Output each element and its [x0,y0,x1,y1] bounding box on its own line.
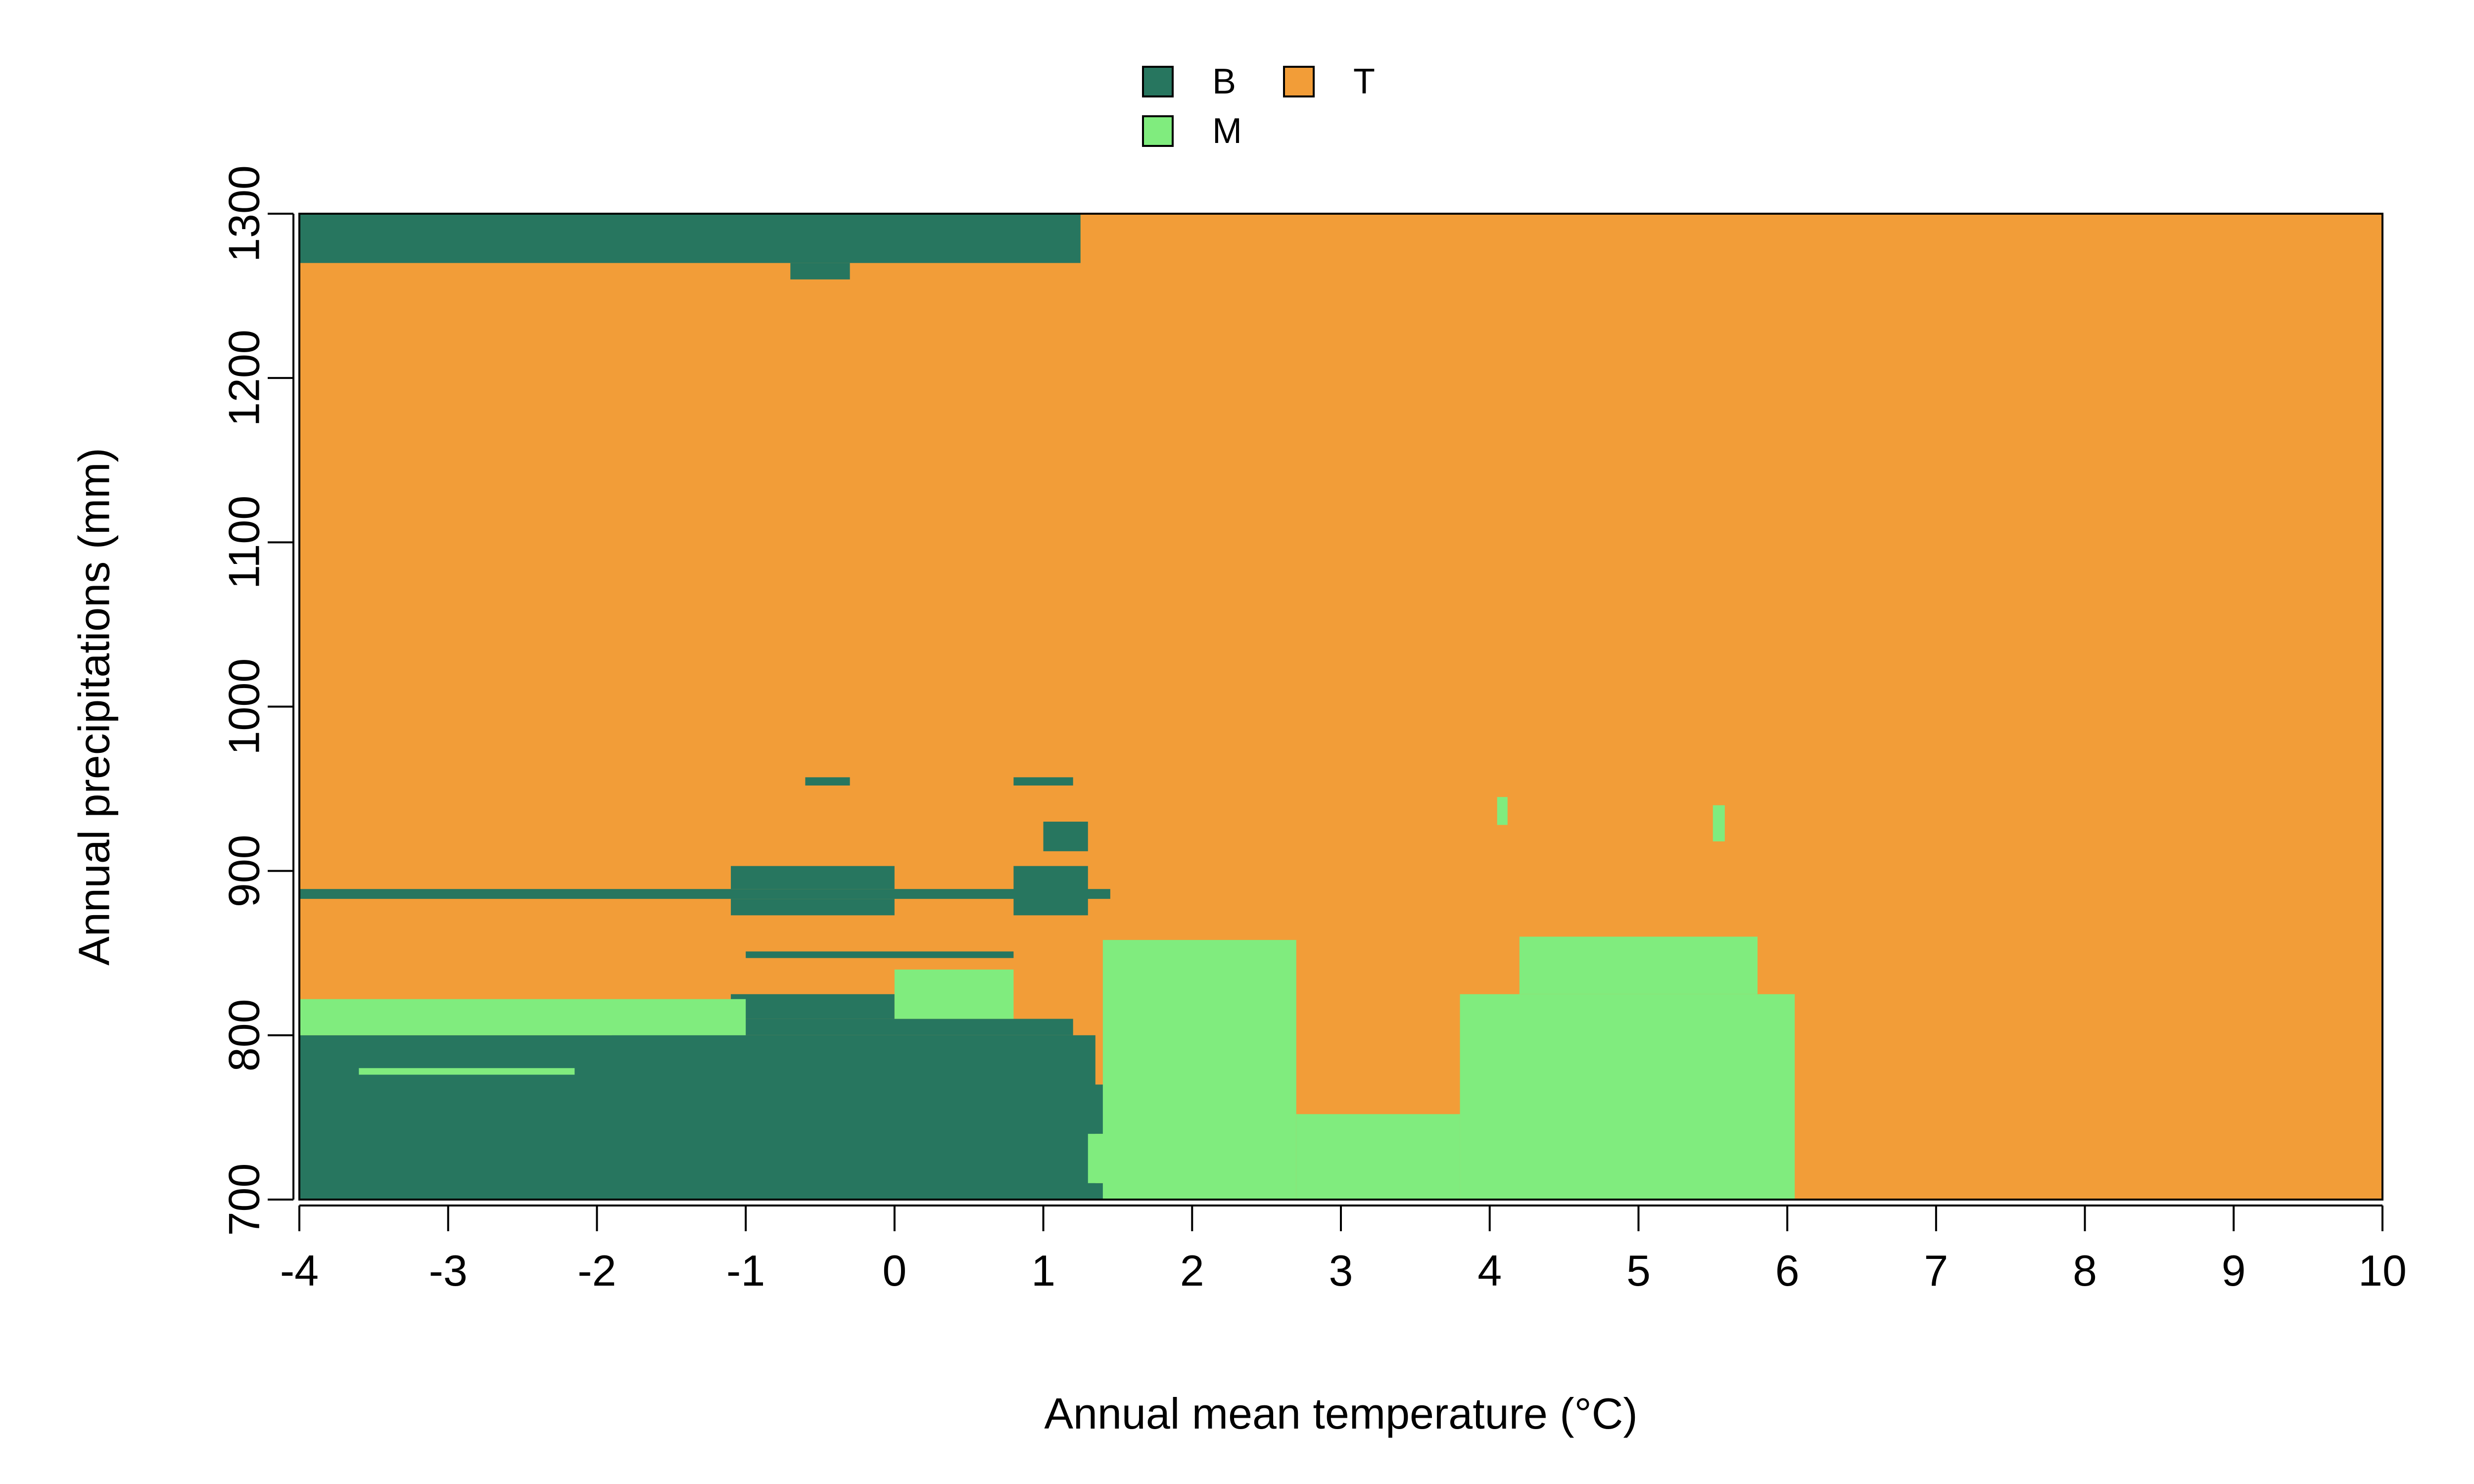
y-tick-label: 1000 [220,658,269,755]
class-regions [299,214,2382,1200]
legend: BM T [1142,62,1375,151]
legend-swatch-M [1142,115,1174,147]
region-M-16 [894,969,1014,1019]
x-tick-label: -4 [280,1246,319,1295]
region-B-12 [731,994,895,1019]
legend-swatch-T [1283,66,1315,97]
legend-label-B: B [1212,62,1236,101]
x-tick-label: 10 [2358,1246,2407,1295]
x-tick-label: 3 [1329,1246,1353,1295]
region-B-8 [1013,777,1073,786]
region-B-6 [1043,822,1088,851]
plot-frame [298,213,2383,1201]
region-M-22 [359,1068,575,1075]
x-tick-label: 4 [1477,1246,1502,1295]
region-B-0 [299,214,1081,263]
region-B-3 [731,866,895,889]
region-B-7 [805,777,850,786]
y-tick-label: 1200 [220,329,269,426]
y-axis-label: Annual precipitations (mm) [70,448,119,966]
region-B-1 [790,263,850,279]
region-B-2 [299,889,1110,899]
x-axis: -4 -3 -2 -1 0 1 2 3 4 5 6 7 8 9 10 [280,1205,2407,1295]
y-tick-label: 800 [220,999,269,1071]
region-B-10 [299,1035,1095,1200]
region-M-23 [1497,797,1508,825]
region-M-20 [1460,994,1795,1200]
x-tick-label: 0 [882,1246,906,1295]
region-M-19 [1296,1114,1460,1200]
y-axis: 700 800 900 1000 1100 1200 1300 [220,165,294,1236]
x-tick-label: 2 [1180,1246,1204,1295]
region-B-4 [731,899,895,916]
region-M-21 [1519,936,1758,994]
region-M-15 [299,999,746,1035]
region-B-9 [746,951,1014,958]
legend-swatch-B [1142,66,1174,97]
y-tick-label: 900 [220,835,269,907]
y-tick-label: 700 [220,1163,269,1236]
x-tick-label: 7 [1924,1246,1948,1295]
x-tick-label: 9 [2222,1246,2246,1295]
region-M-18 [1088,1134,1110,1183]
x-axis-label: Annual mean temperature (°C) [1044,1389,1637,1438]
y-tick-label: 1300 [220,165,269,262]
y-tick-label: 1100 [220,496,269,589]
region-M-17 [1102,940,1296,1200]
x-tick-label: 8 [2073,1246,2097,1295]
legend-label-T: T [1353,62,1375,101]
x-tick-label: -1 [726,1246,765,1295]
x-tick-label: -2 [577,1246,616,1295]
x-tick-label: -3 [429,1246,468,1295]
x-tick-label: 6 [1775,1246,1800,1295]
region-B-5 [1013,866,1088,916]
x-tick-label: 1 [1031,1246,1055,1295]
legend-label-M: M [1212,111,1242,151]
x-tick-label: 5 [1626,1246,1651,1295]
region-M-24 [1713,805,1725,841]
